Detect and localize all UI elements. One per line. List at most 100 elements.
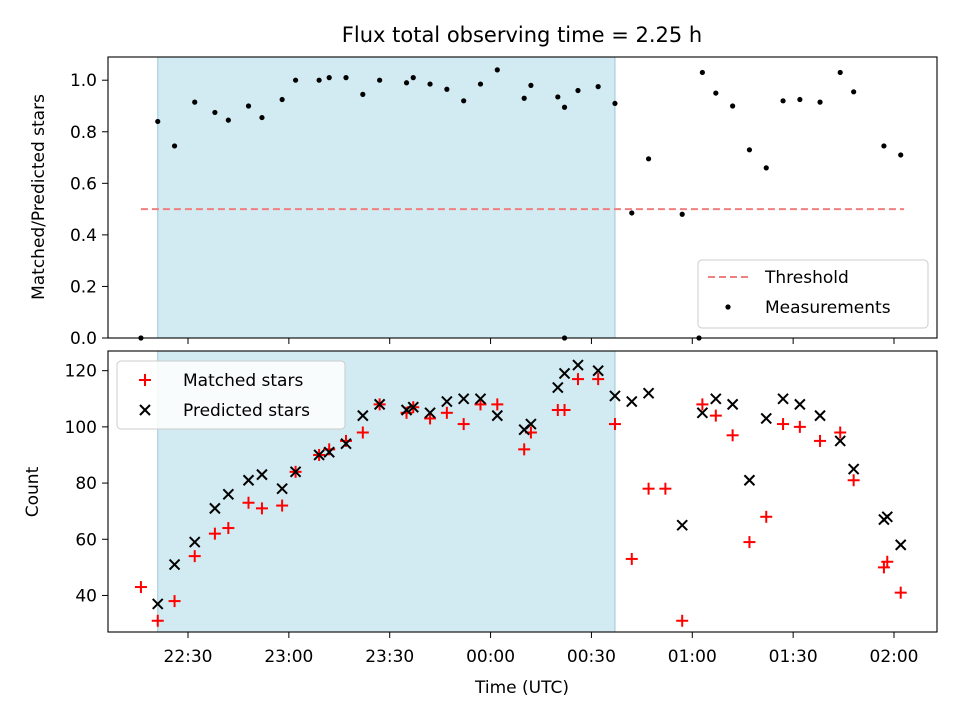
predicted-star-point	[256, 468, 268, 481]
measurement-point	[797, 96, 803, 103]
measurement-point	[326, 75, 332, 81]
matched-star-point	[608, 418, 621, 431]
matched-star-point	[743, 536, 756, 549]
measurement-point	[699, 69, 705, 76]
matched-star-point	[760, 510, 773, 523]
measurement-point	[494, 67, 500, 73]
matched-star-point	[777, 418, 790, 431]
predicted-star-point	[276, 482, 288, 495]
measurement-point	[360, 91, 366, 97]
measurement-point	[225, 117, 231, 123]
measurement-point	[851, 89, 857, 95]
matched-star-point	[457, 418, 470, 431]
x-axis-label: Time (UTC)	[474, 678, 569, 698]
measurement-point	[292, 77, 299, 83]
measurement-point	[629, 210, 635, 216]
matched-star-point	[676, 614, 689, 627]
predicted-star-point	[407, 401, 419, 413]
predicted-star-point	[222, 488, 235, 501]
legend-measurements-swatch	[725, 304, 731, 310]
predicted-star-point	[152, 598, 164, 610]
measurement-point	[403, 80, 410, 86]
predicted-star-point	[457, 393, 470, 405]
measurement-point	[780, 98, 786, 104]
matched-star-point	[440, 406, 453, 419]
matched-star-point	[518, 443, 531, 456]
predicted-star-point	[642, 387, 655, 399]
legend-measurements-label: Measurements	[765, 298, 891, 318]
measurement-point	[645, 156, 652, 162]
legend-matched-swatch	[139, 374, 151, 386]
predicted-star-point	[895, 539, 907, 551]
x-tick-label: 23:30	[365, 647, 414, 667]
predicted-star-point	[441, 395, 453, 408]
measurement-point	[817, 99, 823, 105]
bottom-panel: 40 60 80 100 120 22:30 23:00 23:30 00:00 00:30 01…	[23, 350, 938, 698]
matched-star-point	[188, 550, 201, 563]
top-y-axis-label: Matched/Predicted stars	[29, 94, 49, 300]
measurement-point	[192, 99, 198, 105]
measurement-point	[245, 103, 252, 109]
measurement-point	[555, 94, 561, 100]
bottom-legend-box	[116, 360, 346, 430]
matched-star-point	[134, 581, 147, 594]
matched-star-point	[222, 522, 235, 535]
top-legend-box	[697, 259, 929, 329]
predicted-star-point	[474, 393, 487, 405]
measurement-point	[343, 75, 349, 81]
top-y-tick-label: 1.0	[70, 71, 97, 91]
predicted-star-point	[289, 466, 302, 478]
predicted-star-point	[592, 364, 604, 377]
matched-star-point	[168, 595, 181, 608]
matched-star-point	[424, 412, 437, 425]
predicted-star-point	[323, 446, 335, 458]
measurement-point	[730, 103, 736, 109]
predicted-star-point	[814, 409, 826, 422]
predicted-star-point	[572, 359, 584, 371]
predicted-star-point	[676, 519, 688, 531]
matched-star-point	[696, 398, 709, 411]
matched-star-point	[834, 426, 847, 439]
predicted-star-point	[760, 412, 772, 425]
measurement-point	[279, 96, 285, 103]
matched-star-point	[151, 614, 164, 627]
top-panel: 0.0 0.2 0.4 0.6 0.8 1.0 Flux total observing …	[29, 23, 938, 349]
bottom-y-tick-label: 120	[65, 362, 97, 382]
measurement-point	[427, 81, 433, 87]
predicted-star-point	[626, 395, 638, 408]
chart-title: Flux total observing time = 2.25 h	[342, 23, 702, 47]
matched-star-point	[847, 474, 860, 487]
predicted-star-point	[189, 536, 201, 548]
measurement-point	[575, 87, 581, 94]
measurement-point	[679, 211, 685, 217]
bottom-y-tick-label: 80	[75, 474, 97, 494]
matched-star-point	[793, 420, 806, 433]
predicted-star-point	[424, 407, 436, 419]
measurement-point	[561, 104, 568, 110]
predicted-star-point	[777, 393, 789, 405]
measurement-point	[410, 75, 416, 81]
top-legend: Threshold Measurements	[697, 259, 929, 329]
predicted-star-point	[525, 418, 537, 430]
matched-star-point	[558, 404, 571, 417]
measurement-point	[171, 143, 178, 149]
matched-star-point	[356, 426, 369, 439]
predicted-star-point	[794, 398, 806, 411]
predicted-star-point	[340, 438, 352, 450]
measurement-point	[898, 152, 904, 158]
legend-matched-label: Matched stars	[183, 371, 303, 391]
predicted-star-point	[242, 474, 255, 486]
legend-predicted-label: Predicted stars	[183, 401, 310, 421]
predicted-star-point	[491, 409, 504, 422]
x-tick-label: 01:00	[668, 647, 717, 667]
predicted-star-point	[313, 449, 325, 461]
bottom-y-axis-label: Count	[23, 466, 43, 517]
measurement-point	[155, 118, 161, 125]
x-tick-label: 00:30	[567, 647, 616, 667]
bottom-y-tick-label: 60	[75, 530, 97, 550]
matched-star-point	[709, 409, 722, 422]
matched-star-point	[881, 555, 894, 568]
measurement-point	[595, 84, 601, 90]
predicted-star-point	[834, 435, 846, 447]
